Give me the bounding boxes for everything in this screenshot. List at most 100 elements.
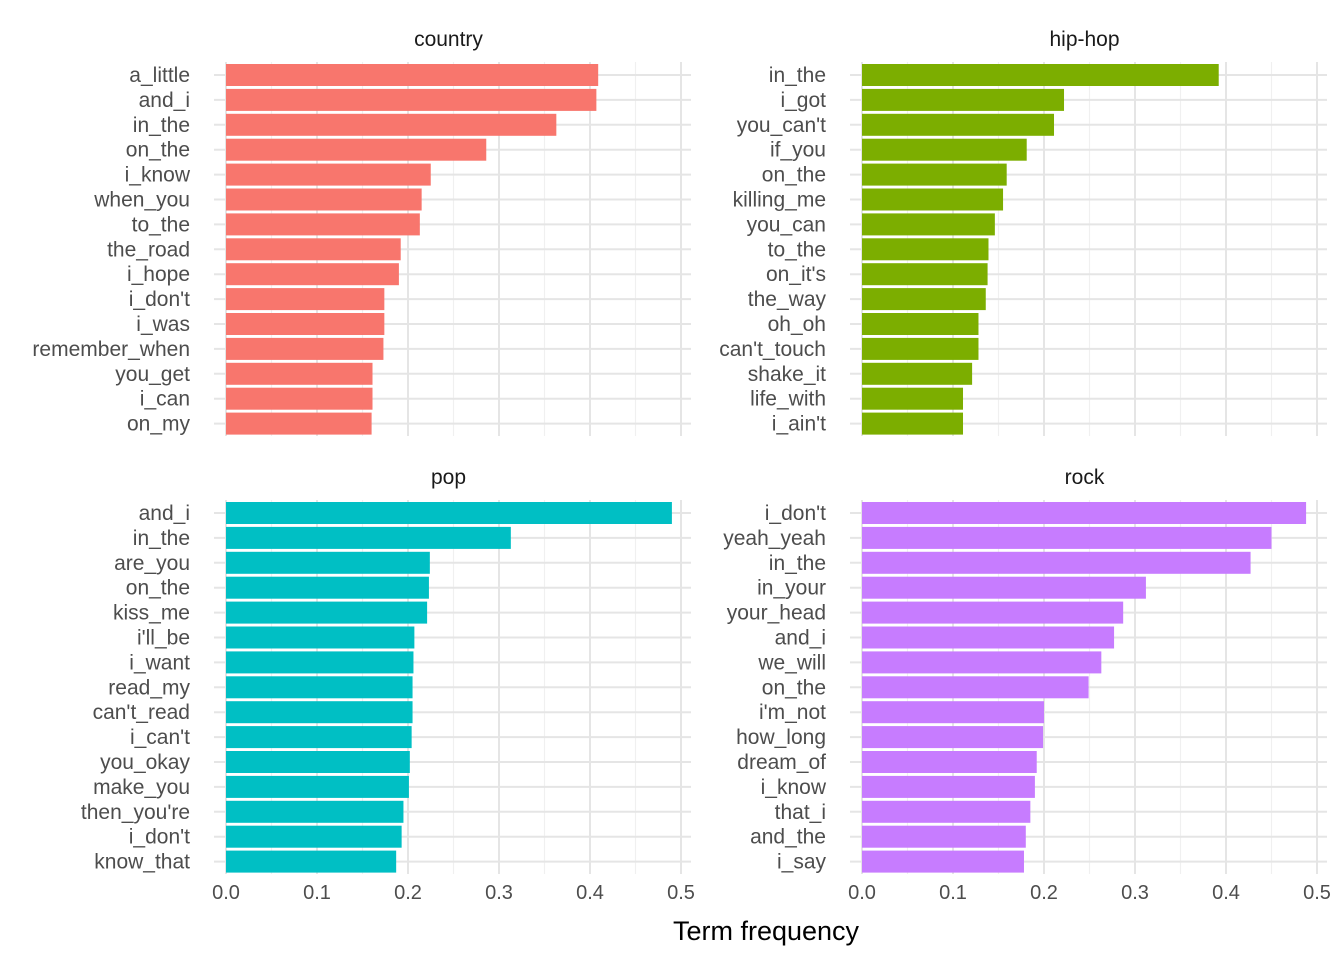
category-label: to_the [768, 238, 826, 261]
category-label: that_i [775, 801, 826, 824]
category-label: remember_when [32, 338, 190, 361]
category-label: i_can't [130, 726, 190, 749]
bar [862, 601, 1124, 624]
bar [226, 701, 413, 724]
category-label: i_was [136, 313, 190, 336]
bar [226, 551, 430, 574]
category-label: and_i [139, 502, 190, 525]
facet-title: country [414, 28, 483, 51]
bar [226, 113, 557, 136]
bar [226, 88, 597, 111]
bar [862, 526, 1272, 549]
x-tick-label: 0.1 [303, 882, 331, 904]
bar [862, 238, 989, 261]
x-tick-label: 0.2 [1030, 882, 1058, 904]
category-label: in_your [757, 577, 826, 600]
x-tick-label: 0.3 [485, 882, 513, 904]
category-label: i_say [777, 851, 827, 874]
bar [862, 551, 1251, 574]
category-label: i_don't [765, 502, 826, 525]
category-label: you_okay [100, 751, 190, 774]
category-label: the_road [107, 238, 190, 261]
category-label: we_will [757, 651, 826, 674]
bar [226, 337, 384, 360]
category-label: on_it's [766, 263, 826, 286]
category-label: in_the [769, 552, 826, 575]
category-label: then_you're [81, 801, 190, 824]
bar [862, 800, 1031, 823]
bar [862, 337, 979, 360]
x-tick-label: 0.0 [848, 882, 876, 904]
category-label: yeah_yeah [723, 527, 826, 550]
bar [226, 213, 420, 236]
bar [226, 751, 410, 773]
category-label: on_the [762, 164, 826, 187]
x-tick-label: 0.0 [212, 882, 240, 904]
category-label: and_i [775, 627, 826, 650]
category-label: in_the [133, 114, 190, 137]
bar [226, 651, 414, 674]
category-label: on_the [762, 676, 826, 699]
category-label: i_know [761, 776, 827, 799]
x-tick-label: 0.2 [394, 882, 422, 904]
bar [862, 387, 964, 410]
bar [226, 825, 402, 848]
bar [226, 138, 487, 161]
category-label: i_want [129, 651, 190, 674]
bar [226, 288, 385, 311]
category-label: kiss_me [113, 602, 190, 625]
bar [226, 263, 399, 286]
category-label: and_the [750, 826, 826, 849]
category-label: read_my [108, 676, 190, 699]
x-tick-label: 0.5 [1303, 882, 1331, 904]
bar [862, 113, 1055, 136]
category-label: i_don't [129, 288, 190, 311]
bar [862, 213, 995, 236]
bar [226, 313, 385, 335]
category-label: i_hope [127, 263, 190, 286]
category-label: your_head [727, 602, 826, 625]
x-tick-label: 0.1 [939, 882, 967, 904]
bar [226, 850, 397, 873]
category-label: i_can [140, 388, 190, 411]
category-label: are_you [114, 552, 190, 575]
category-label: and_i [139, 89, 190, 112]
category-label: on_my [127, 413, 191, 436]
bar [862, 88, 1065, 111]
bar [226, 163, 431, 186]
x-tick-label: 0.4 [1212, 882, 1240, 904]
bar [226, 726, 412, 749]
bar [226, 800, 404, 823]
category-label: can't_read [93, 701, 190, 724]
bar [226, 626, 415, 649]
category-label: i_got [780, 89, 826, 112]
bar [226, 576, 429, 599]
facet-title: hip-hop [1049, 28, 1119, 51]
bar [862, 576, 1146, 599]
category-label: know_that [94, 851, 190, 874]
bar [862, 850, 1024, 873]
bar [862, 825, 1026, 848]
bar [226, 238, 401, 261]
category-label: dream_of [737, 751, 826, 774]
category-label: you_can't [737, 114, 826, 137]
category-label: the_way [748, 288, 827, 311]
bar [862, 701, 1044, 724]
bar [862, 313, 979, 335]
category-label: if_you [770, 139, 826, 162]
category-label: on_the [126, 577, 190, 600]
category-label: you_get [115, 363, 190, 386]
bar [862, 288, 986, 311]
bar [862, 188, 1004, 211]
bar [862, 751, 1037, 773]
category-label: killing_me [733, 189, 826, 212]
bar [862, 502, 1307, 524]
bar [862, 651, 1102, 674]
category-label: i_know [125, 164, 191, 187]
category-label: i'm_not [759, 701, 826, 724]
bar [862, 163, 1007, 186]
bar [226, 601, 428, 624]
facet-title: pop [431, 466, 466, 489]
